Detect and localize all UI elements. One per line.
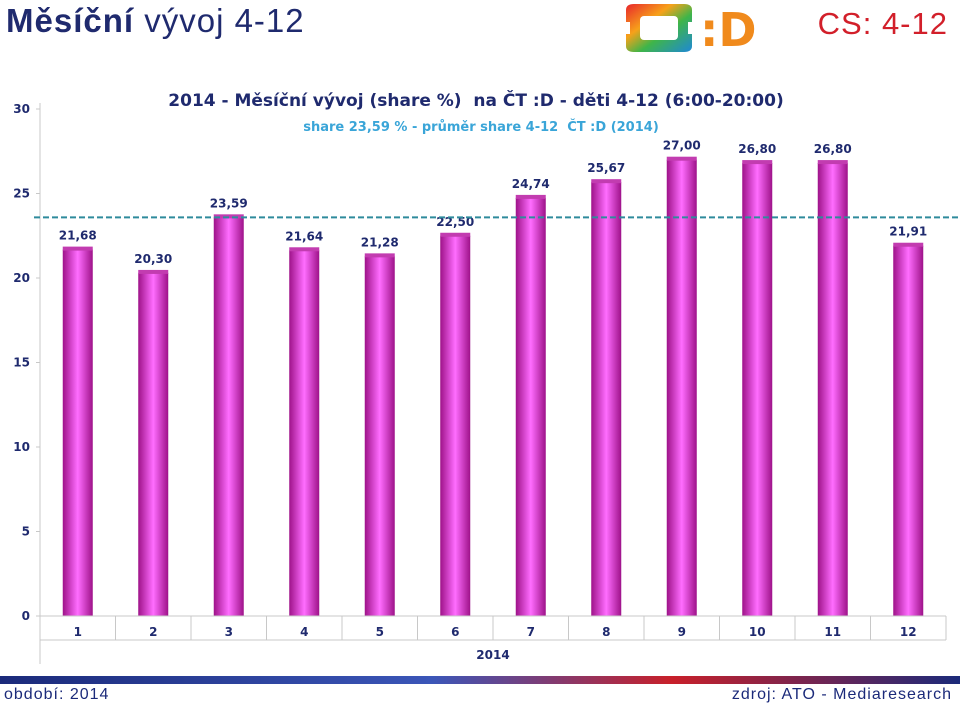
- bar-cap: [440, 232, 471, 237]
- bar-value-label: 27,00: [663, 139, 701, 153]
- y-tick-label: 10: [13, 440, 30, 454]
- bar-cap: [742, 160, 773, 165]
- bar-cap: [62, 246, 93, 251]
- x-tick-label: 2: [149, 625, 157, 639]
- page-title: Měsíční vývoj 4-12: [6, 2, 305, 40]
- cs-label: CS: 4-12: [817, 6, 948, 41]
- footer-source: zdroj: ATO - Mediaresearch: [731, 686, 952, 703]
- x-tick-label: 7: [527, 625, 535, 639]
- bar: [213, 217, 244, 617]
- bar-value-label: 25,67: [587, 161, 625, 175]
- ct-d-logo: :D: [624, 3, 757, 54]
- bar-value-label: 22,50: [436, 215, 474, 229]
- y-tick-label: 25: [13, 187, 30, 201]
- bar-value-label: 21,91: [889, 225, 927, 239]
- y-tick-label: 30: [13, 102, 30, 116]
- bar-value-label: 21,28: [361, 235, 399, 249]
- logo-text: :D: [700, 3, 757, 54]
- chart-title: 2014 - Měsíční vývoj (share %) na ČT :D …: [168, 89, 783, 111]
- bar-value-label: 20,30: [134, 252, 172, 266]
- y-axis: 0 5 10 15 20 25 30: [13, 102, 41, 664]
- bar: [440, 235, 471, 616]
- bar-cap: [666, 156, 697, 161]
- x-tick-label: 12: [900, 625, 917, 639]
- y-tick-label: 5: [22, 525, 30, 539]
- bar: [364, 256, 395, 616]
- bar: [515, 197, 546, 617]
- chart-subtitle: share 23,59 % - průměr share 4-12 ČT :D …: [303, 119, 659, 135]
- y-tick-label: 20: [13, 271, 30, 285]
- bar-cap: [591, 179, 622, 184]
- bar: [138, 272, 169, 616]
- page-title-bold: Měsíční: [6, 2, 135, 39]
- x-tick-label: 4: [300, 625, 308, 639]
- bar: [289, 250, 320, 616]
- bar-value-label: 26,80: [814, 142, 852, 156]
- x-tick-label: 8: [602, 625, 610, 639]
- x-tick-label: 1: [74, 625, 82, 639]
- bar: [666, 159, 697, 616]
- x-tick-label: 5: [376, 625, 384, 639]
- bar-cap: [893, 242, 924, 247]
- bar: [62, 249, 93, 616]
- bar-value-label: 26,80: [738, 142, 776, 156]
- x-tick-label: 6: [451, 625, 459, 639]
- x-axis: 1 2 3 4 5 6 7 8 9 10 11 12: [39, 615, 947, 641]
- x-tick-label: 9: [678, 625, 686, 639]
- bar-value-label: 23,59: [210, 196, 248, 210]
- bar-cap: [515, 194, 546, 199]
- bar: [893, 245, 924, 616]
- bar: [591, 182, 622, 616]
- x-tick-label: 11: [824, 625, 841, 639]
- x-tick-label: 10: [749, 625, 766, 639]
- y-tick-label: 0: [22, 609, 30, 623]
- x-tick-label: 3: [225, 625, 233, 639]
- bar-value-label: 24,74: [512, 177, 550, 191]
- bar-cap: [364, 253, 395, 258]
- footer-period: období: 2014: [4, 686, 110, 703]
- y-tick-label: 15: [13, 356, 30, 370]
- x-axis-label: 2014: [476, 648, 509, 662]
- bar: [742, 163, 773, 616]
- bar-cap: [817, 160, 848, 165]
- footer-bar: [0, 676, 960, 684]
- bar-value-label: 21,64: [285, 229, 323, 243]
- page-title-rest: vývoj 4-12: [134, 2, 305, 39]
- bar-cap: [289, 247, 320, 252]
- bars: 21,68 20,30 23,59 21,64 21,28 22,50 24,74 25,67…: [59, 139, 927, 617]
- bar: [817, 163, 848, 616]
- bar-chart: 2014 - Měsíční vývoj (share %) na ČT :D …: [13, 89, 958, 664]
- bar-cap: [138, 269, 169, 274]
- bar-value-label: 21,68: [59, 229, 97, 243]
